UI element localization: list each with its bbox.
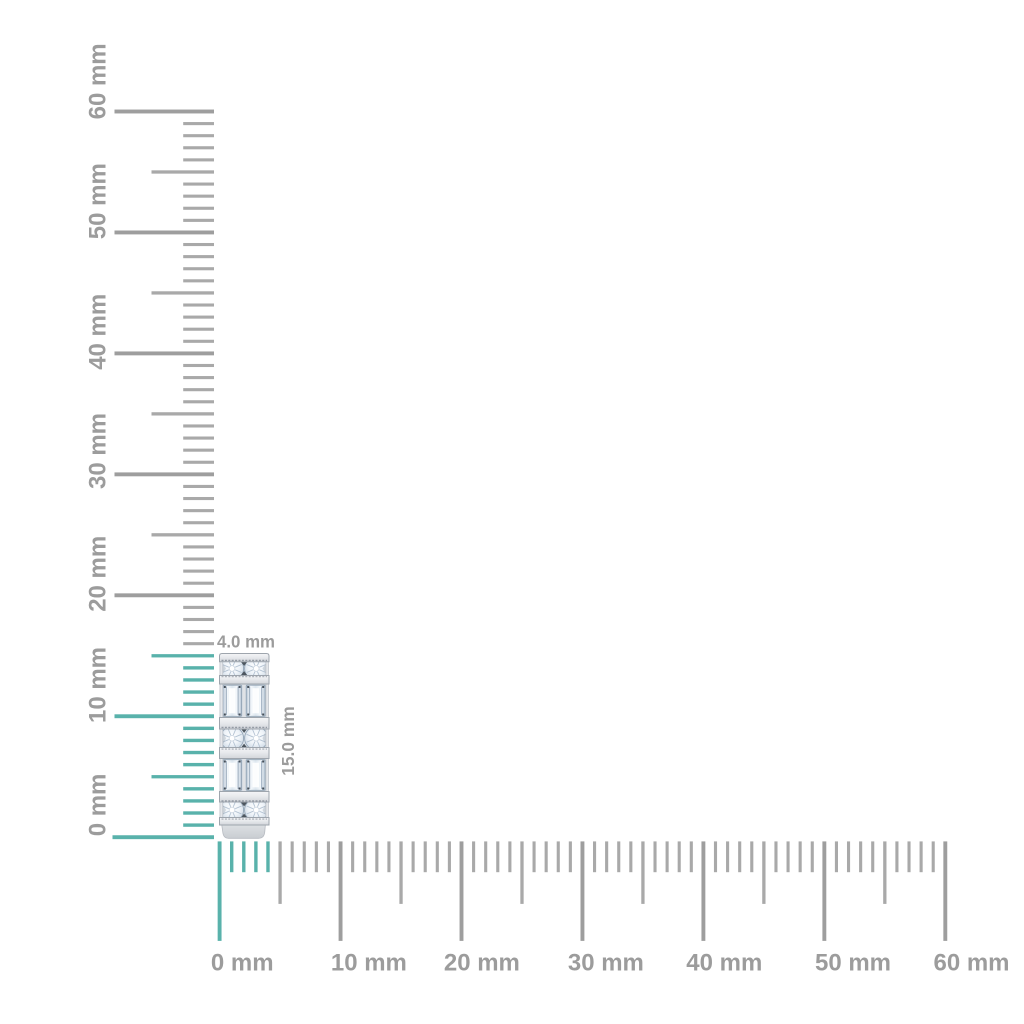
svg-text:50 mm: 50 mm: [85, 163, 112, 239]
svg-text:60 mm: 60 mm: [85, 43, 112, 119]
svg-text:40 mm: 40 mm: [85, 294, 112, 370]
svg-text:4.0 mm: 4.0 mm: [217, 632, 275, 652]
svg-text:10 mm: 10 mm: [331, 950, 407, 977]
svg-text:60 mm: 60 mm: [934, 950, 1010, 977]
svg-text:0 mm: 0 mm: [85, 774, 112, 837]
svg-text:20 mm: 20 mm: [85, 536, 112, 612]
svg-text:30 mm: 30 mm: [568, 950, 644, 977]
svg-text:15.0 mm: 15.0 mm: [278, 706, 298, 775]
svg-text:20 mm: 20 mm: [444, 950, 520, 977]
svg-text:50 mm: 50 mm: [815, 950, 891, 977]
svg-text:40 mm: 40 mm: [686, 950, 762, 977]
svg-text:30 mm: 30 mm: [85, 413, 112, 489]
svg-text:0 mm: 0 mm: [211, 950, 274, 977]
svg-text:10 mm: 10 mm: [85, 647, 112, 723]
